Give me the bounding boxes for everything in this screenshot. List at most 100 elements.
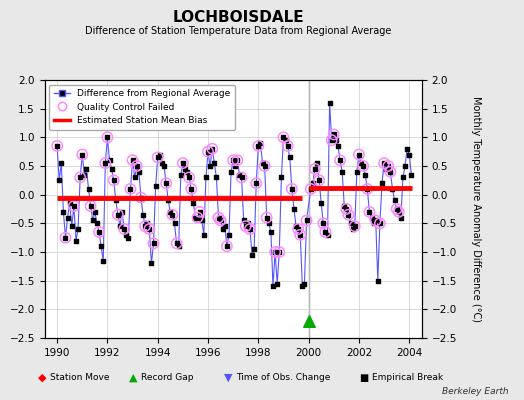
Point [319,220,328,226]
Point [294,226,302,232]
Point [290,206,298,212]
Point [237,174,246,181]
Y-axis label: Monthly Temperature Anomaly Difference (°C): Monthly Temperature Anomaly Difference (… [471,96,481,322]
Point [369,220,378,226]
Point [328,137,336,143]
Point [357,160,365,166]
Point [170,220,179,226]
Point [283,143,292,149]
Point [133,163,141,169]
Point [258,160,267,166]
Point [336,157,344,164]
Point [149,240,158,246]
Point [365,209,374,215]
Point [233,157,242,164]
Point [95,229,103,235]
Point [388,186,397,192]
Point [221,223,229,229]
Point [229,157,237,164]
Point [223,243,231,250]
Text: Time of Obs. Change: Time of Obs. Change [236,374,330,382]
Point [275,249,283,255]
Point [86,203,95,209]
Point [246,226,254,232]
Point [321,229,330,235]
Point [183,168,191,175]
Point [93,220,101,226]
Point [403,146,411,152]
Point [97,243,105,250]
Point [216,217,225,224]
Point [392,206,401,212]
Point [116,223,124,229]
Point [307,186,315,192]
Point [204,148,212,155]
Point [298,283,307,290]
Point [374,278,382,284]
Point [254,143,263,149]
Point [363,186,372,192]
Point [250,246,258,252]
Point [283,143,292,149]
Point [185,174,193,181]
Point [103,134,112,140]
Point [346,220,355,226]
Point [359,163,367,169]
Point [376,220,384,226]
Point [185,174,193,181]
Text: ▼: ▼ [224,373,232,383]
Point [288,186,296,192]
Point [95,229,103,235]
Point [334,143,342,149]
Point [344,212,353,218]
Point [76,174,84,181]
Point [74,226,82,232]
Point [380,160,388,166]
Point [214,214,223,221]
Point [145,226,154,232]
Text: ■: ■ [359,373,369,383]
Point [395,209,403,215]
Point [202,174,210,181]
Legend: Difference from Regional Average, Quality Control Failed, Estimated Station Mean: Difference from Regional Average, Qualit… [49,84,235,130]
Point [372,217,380,224]
Point [265,220,273,226]
Point [126,186,135,192]
Point [315,177,323,184]
Point [53,143,61,149]
Point [198,217,206,224]
Point [239,217,248,224]
Point [208,146,216,152]
Point [304,318,313,324]
Point [271,249,279,255]
Point [191,214,200,221]
Point [342,206,351,212]
Point [365,209,374,215]
Point [168,212,177,218]
Point [223,243,231,250]
Text: Station Move: Station Move [50,374,110,382]
Point [70,203,78,209]
Point [156,151,164,158]
Point [72,237,80,244]
Point [271,249,279,255]
Point [145,226,154,232]
Point [187,186,195,192]
Point [172,240,181,246]
Point [57,160,66,166]
Point [302,217,311,224]
Point [277,174,286,181]
Point [246,226,254,232]
Point [135,168,143,175]
Point [269,283,277,290]
Point [397,214,405,221]
Point [112,197,120,204]
Point [263,214,271,221]
Point [84,186,93,192]
Point [208,146,216,152]
Point [281,137,290,143]
Point [407,171,416,178]
Point [122,232,130,238]
Point [294,226,302,232]
Point [120,226,128,232]
